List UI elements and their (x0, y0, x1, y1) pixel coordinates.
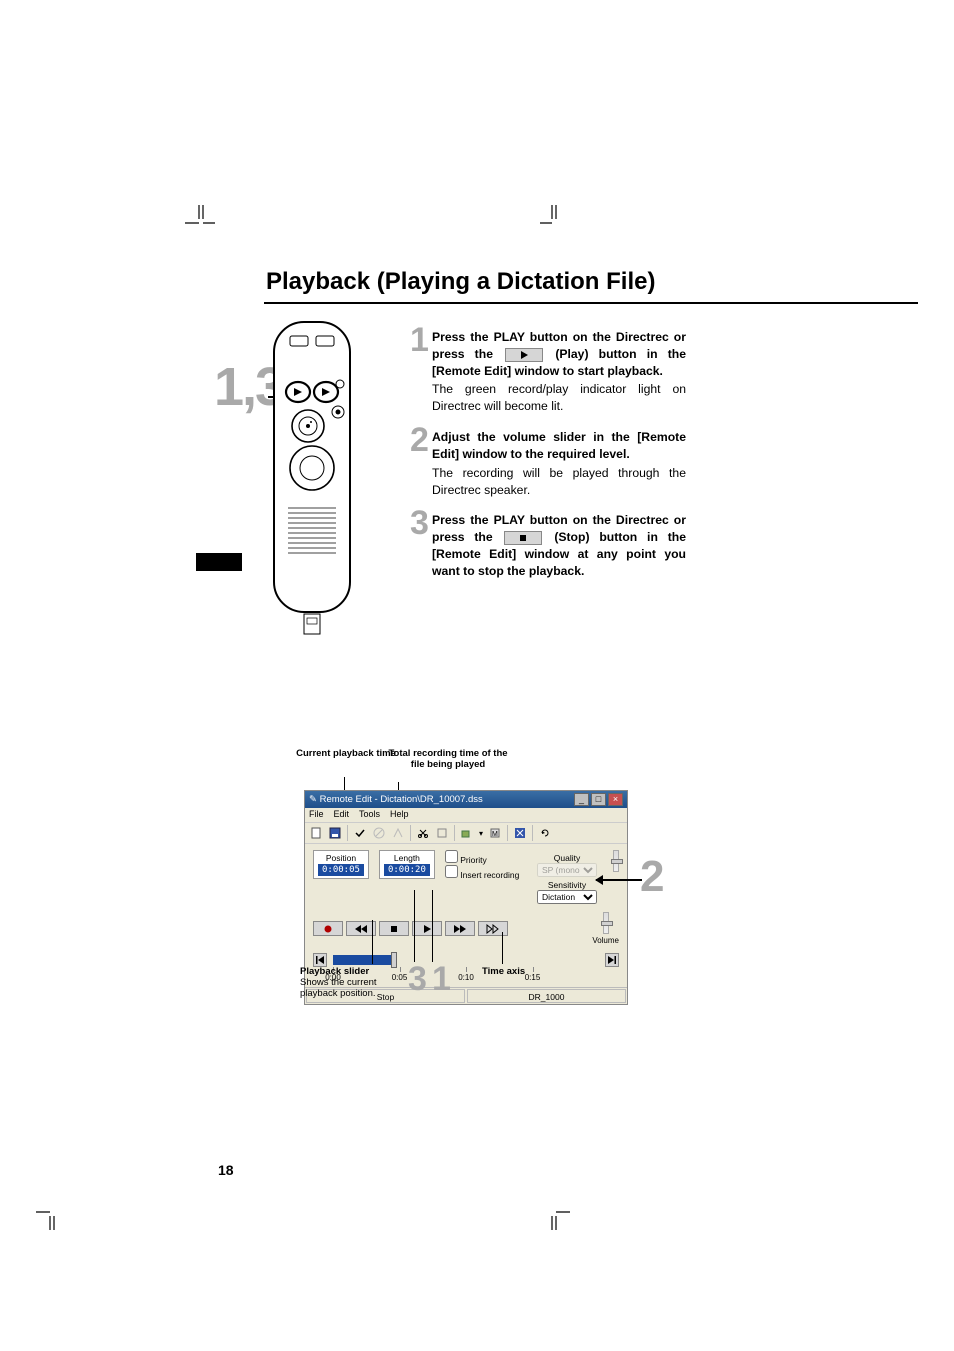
instruction-list: 1 Press the PLAY button on the Directrec… (410, 329, 686, 594)
step-2: 2 Adjust the volume slider in the [Remot… (410, 429, 686, 498)
sensitivity-slider[interactable] (613, 850, 619, 872)
quality-select: SP (mono) (537, 863, 597, 877)
leader-line (414, 890, 415, 962)
quality-label: Quality (537, 853, 597, 863)
sensitivity-select[interactable]: Dictation (537, 890, 597, 904)
save-icon[interactable] (328, 826, 342, 840)
tool-icon-3[interactable]: M (488, 826, 502, 840)
crop-mark (36, 1200, 66, 1230)
maximize-button[interactable]: □ (591, 793, 606, 806)
tick-label: 0:15 (525, 973, 541, 982)
disabled-icon (372, 826, 386, 840)
position-box: Position 0:00:05 (313, 850, 369, 879)
section-tab (196, 553, 242, 571)
svg-text:M: M (492, 831, 498, 838)
step-number: 3 (410, 506, 429, 540)
title-rule (264, 302, 918, 304)
stop-button[interactable] (379, 921, 409, 936)
refresh-icon[interactable] (538, 826, 552, 840)
step-number: 2 (410, 423, 429, 457)
record-button[interactable] (313, 921, 343, 936)
cue-button[interactable] (478, 921, 508, 936)
crop-mark (185, 205, 215, 235)
step-1-bold: Press the PLAY button on the Directrec o… (432, 329, 686, 379)
step-number: 1 (410, 323, 429, 357)
window-titlebar: ✎ Remote Edit - Dictation\DR_10007.dss _… (305, 791, 627, 808)
volume-slider[interactable] (603, 912, 609, 934)
priority-checkbox[interactable]: Priority (445, 850, 519, 865)
sensitivity-label: Sensitivity (537, 880, 597, 890)
play-button[interactable] (412, 921, 442, 936)
menu-help[interactable]: Help (390, 809, 409, 821)
label-total-recording-time: Total recording time of the file being p… (388, 748, 508, 770)
menu-edit[interactable]: Edit (334, 809, 350, 821)
label-current-playback-time: Current playback time (296, 748, 396, 759)
callout-number-1: 1 (432, 960, 451, 999)
close-button[interactable]: × (608, 793, 623, 806)
skip-end-button[interactable] (605, 953, 619, 967)
tool-icon[interactable] (435, 826, 449, 840)
step-1-plain: The green record/play indicator light on… (432, 381, 686, 415)
crop-mark (540, 205, 570, 235)
toolbar: ▾ M (305, 822, 627, 844)
playback-progress (333, 955, 393, 965)
label-playback-slider-desc: Shows the current playback position. (300, 977, 410, 999)
window-title: Remote Edit - Dictation\DR_10007.dss (320, 794, 574, 805)
insert-recording-checkbox[interactable]: Insert recording (445, 865, 519, 880)
step-2-plain: The recording will be played through the… (432, 465, 686, 499)
titlebar-icon: ✎ (309, 794, 317, 805)
length-value: 0:00:20 (384, 864, 430, 876)
menu-file[interactable]: File (309, 809, 324, 821)
page-title: Playback (Playing a Dictation File) (266, 268, 655, 296)
position-value: 0:00:05 (318, 864, 364, 876)
tool-icon-2[interactable] (460, 826, 474, 840)
callout-number-2: 2 (640, 852, 664, 902)
new-icon[interactable] (309, 826, 323, 840)
disabled-icon-2 (391, 826, 405, 840)
fast-forward-button[interactable] (445, 921, 475, 936)
callout-number-3: 3 (408, 960, 427, 999)
menubar: File Edit Tools Help (305, 808, 627, 822)
tool-icon-4[interactable] (513, 826, 527, 840)
label-time-axis: Time axis (482, 966, 525, 977)
callout-arrow-2 (596, 879, 642, 881)
length-box: Length 0:00:20 (379, 850, 435, 879)
leader-line (432, 890, 433, 962)
step-1: 1 Press the PLAY button on the Directrec… (410, 329, 686, 415)
volume-label: Volume (592, 936, 619, 945)
check-icon[interactable] (353, 826, 367, 840)
device-illustration (264, 318, 404, 654)
menu-tools[interactable]: Tools (359, 809, 380, 821)
status-right: DR_1000 (467, 989, 626, 1003)
skip-start-button[interactable] (313, 953, 327, 967)
step-3-bold: Press the PLAY button on the Directrec o… (432, 512, 686, 579)
minimize-button[interactable]: _ (574, 793, 589, 806)
cut-icon[interactable] (416, 826, 430, 840)
step-3: 3 Press the PLAY button on the Directrec… (410, 512, 686, 579)
tick-label: 0:10 (458, 973, 474, 982)
stop-button-chip (504, 531, 542, 545)
leader-line (502, 932, 503, 964)
page-number: 18 (218, 1162, 234, 1178)
crop-mark (540, 1200, 570, 1230)
label-playback-slider: Playback slider (300, 966, 410, 977)
play-button-chip (505, 348, 543, 362)
step-2-bold: Adjust the volume slider in the [Remote … (432, 429, 686, 463)
leader-line (372, 920, 373, 964)
